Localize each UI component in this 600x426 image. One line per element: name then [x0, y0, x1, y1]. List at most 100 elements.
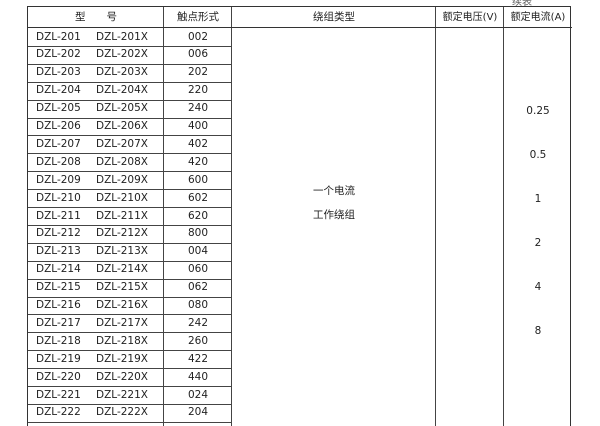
- header-divider: [28, 27, 572, 28]
- cell-model-x: DZL-209X: [96, 173, 148, 186]
- row-divider: [28, 135, 232, 137]
- cell-contact: 242: [187, 316, 209, 329]
- cell-model: DZL-204: [36, 84, 81, 97]
- row-divider: [28, 45, 232, 47]
- cell-model: DZL-208: [36, 155, 81, 168]
- cell-model: DZL-216: [36, 299, 81, 311]
- cell-model: DZL-205: [36, 102, 81, 115]
- cell-model-x: DZL-218X: [96, 334, 148, 347]
- cell-contact: 420: [187, 155, 209, 168]
- cell-contact: 062: [187, 281, 209, 294]
- header-model: 型 号: [75, 11, 117, 23]
- cell-model: DZL-201: [36, 30, 81, 43]
- cell-model-x: DZL-221X: [96, 388, 148, 401]
- cell-contact: 400: [187, 120, 209, 132]
- cell-contact: 024: [187, 388, 209, 401]
- current-value: 4: [534, 281, 542, 293]
- cell-contact: 422: [187, 352, 209, 365]
- cell-contact: 600: [187, 173, 209, 186]
- row-divider: [28, 242, 232, 244]
- cell-model: DZL-213: [36, 245, 81, 258]
- current-value: 1: [534, 193, 542, 205]
- cell-contact: 060: [187, 263, 209, 276]
- header-contact: 触点形式: [177, 11, 219, 23]
- header-current: 额定电流(A): [510, 12, 566, 23]
- row-divider: [28, 314, 232, 316]
- cell-model: DZL-206: [36, 120, 81, 132]
- cell-model-x: DZL-222X: [96, 406, 148, 419]
- row-divider: [28, 296, 232, 298]
- cell-model: DZL-220: [36, 370, 81, 383]
- cell-model-x: DZL-216X: [96, 299, 148, 311]
- cell-model-x: DZL-202X: [96, 48, 148, 61]
- cell-model-x: DZL-217X: [96, 316, 148, 329]
- current-value: 2: [534, 237, 542, 249]
- col-divider: [231, 7, 232, 426]
- cell-contact: 602: [187, 191, 209, 204]
- winding-type-line1: 一个电流: [313, 185, 355, 197]
- cell-contact: 440: [187, 370, 209, 383]
- cell-model: DZL-203: [36, 66, 81, 79]
- cell-contact: 402: [187, 137, 209, 150]
- cell-model: DZL-210: [36, 191, 81, 204]
- cell-model-x: DZL-210X: [96, 191, 148, 204]
- row-divider: [28, 332, 232, 334]
- cell-model-x: DZL-208X: [96, 155, 148, 168]
- cell-model: DZL-218: [36, 334, 81, 347]
- cell-contact: 002: [187, 30, 209, 43]
- col-divider: [435, 7, 436, 426]
- cell-model-x: DZL-220X: [96, 370, 148, 383]
- cell-model: DZL-215: [36, 281, 81, 294]
- cell-model-x: DZL-215X: [96, 281, 148, 294]
- header-voltage: 额定电压(V): [442, 12, 498, 23]
- cell-model-x: DZL-211X: [96, 209, 148, 222]
- cell-model: DZL-214: [36, 263, 81, 276]
- row-divider: [28, 81, 232, 83]
- cell-model-x: DZL-214X: [96, 263, 148, 276]
- cell-model: DZL-209: [36, 173, 81, 186]
- col-divider: [503, 7, 504, 426]
- cell-contact: 080: [187, 299, 209, 311]
- cell-model: DZL-217: [36, 316, 81, 329]
- cell-model-x: DZL-205X: [96, 102, 148, 115]
- col-divider: [163, 7, 164, 426]
- row-divider: [28, 421, 232, 423]
- cell-contact: 004: [187, 245, 209, 258]
- cell-contact: 240: [187, 102, 209, 115]
- cell-model-x: DZL-204X: [96, 84, 148, 97]
- row-divider: [28, 63, 232, 65]
- cell-model-x: DZL-219X: [96, 352, 148, 365]
- cell-model-x: DZL-203X: [96, 66, 148, 79]
- cell-model: DZL-202: [36, 48, 81, 61]
- relay-spec-table: 型 号 触点形式 绕组类型 额定电压(V) 额定电流(A) DZL-201 DZL…: [27, 6, 572, 426]
- cell-model-x: DZL-207X: [96, 137, 148, 150]
- cell-contact: 204: [187, 406, 209, 419]
- cell-model: DZL-221: [36, 388, 81, 401]
- cell-model: DZL-211: [36, 209, 81, 222]
- cell-model: DZL-207: [36, 137, 81, 150]
- row-divider: [28, 171, 232, 173]
- row-divider: [28, 368, 232, 370]
- header-winding: 绕组类型: [313, 11, 355, 23]
- cell-contact: 220: [187, 84, 209, 97]
- cell-model-x: DZL-201X: [96, 30, 148, 43]
- row-divider: [28, 350, 232, 352]
- row-divider: [28, 117, 232, 119]
- row-divider: [28, 189, 232, 191]
- cell-model-x: DZL-212X: [96, 227, 148, 240]
- row-divider: [28, 278, 232, 280]
- cell-model-x: DZL-213X: [96, 245, 148, 258]
- row-divider: [28, 386, 232, 387]
- cell-contact: 006: [187, 48, 209, 61]
- current-value: 0.5: [529, 149, 547, 161]
- cell-model-x: DZL-206X: [96, 120, 148, 132]
- row-divider: [28, 153, 232, 155]
- cell-contact: 800: [187, 227, 209, 240]
- row-divider: [28, 99, 232, 101]
- row-divider: [28, 207, 232, 208]
- row-divider: [28, 260, 232, 262]
- cell-model: DZL-219: [36, 352, 81, 365]
- cell-contact: 620: [187, 209, 209, 222]
- row-divider: [28, 224, 232, 226]
- cell-contact: 202: [187, 66, 209, 79]
